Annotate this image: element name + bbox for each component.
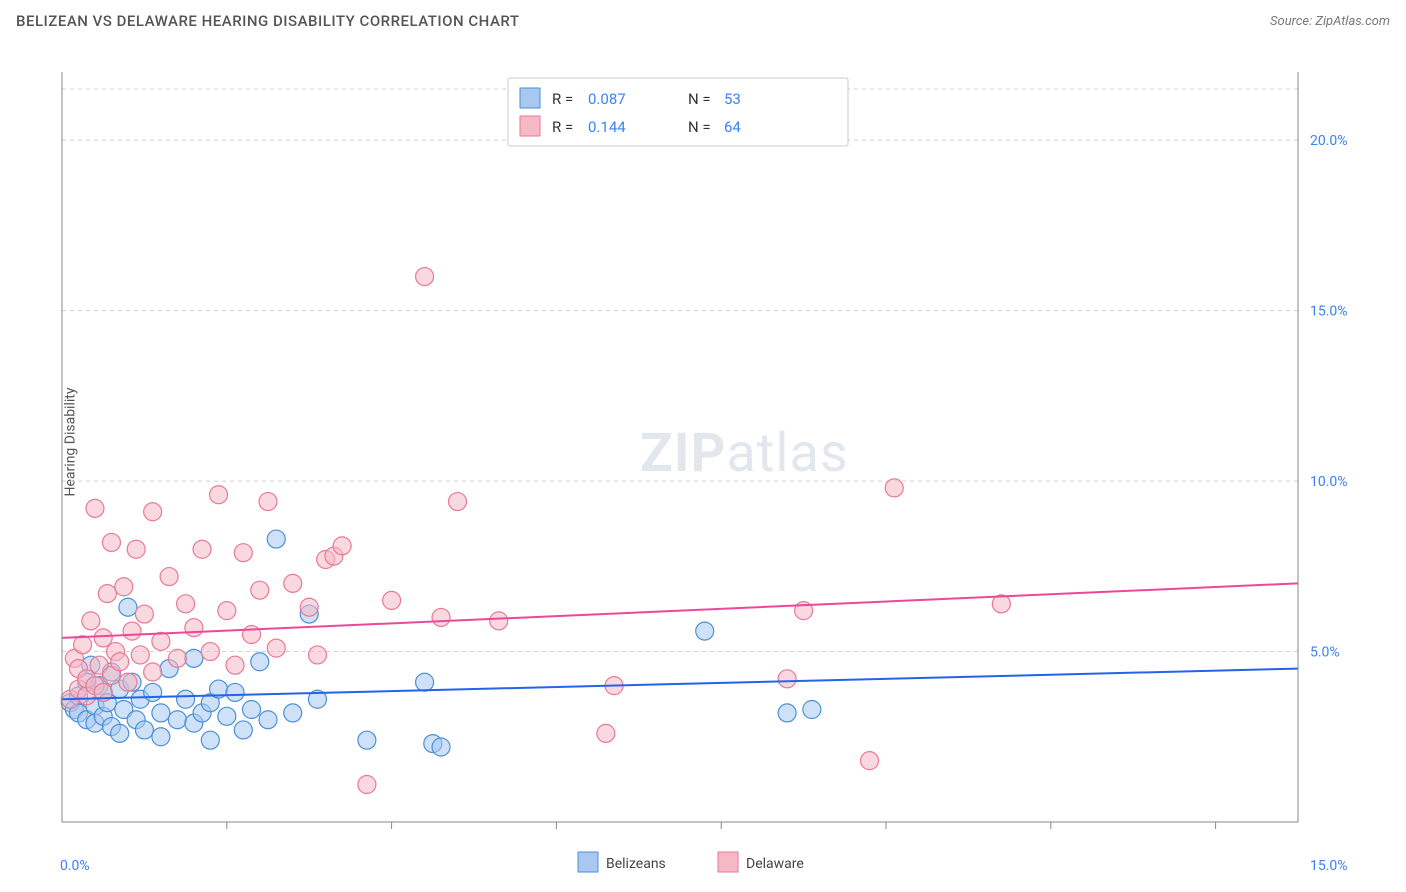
data-point: [218, 602, 236, 620]
data-point: [259, 711, 277, 729]
data-point: [284, 704, 302, 722]
data-point: [123, 622, 141, 640]
data-point: [226, 656, 244, 674]
data-point: [243, 701, 261, 719]
data-point: [74, 636, 92, 654]
legend-swatch: [578, 852, 598, 872]
data-point: [135, 605, 153, 623]
data-point: [696, 622, 714, 640]
legend-n-value: 64: [724, 118, 741, 136]
data-point: [778, 704, 796, 722]
x-tick-label: 0.0%: [60, 858, 90, 874]
data-point: [152, 728, 170, 746]
data-point: [251, 581, 269, 599]
y-tick-label: 10.0%: [1310, 474, 1348, 490]
data-point: [251, 653, 269, 671]
legend-swatch: [718, 852, 738, 872]
chart-title: BELIZEAN VS DELAWARE HEARING DISABILITY …: [16, 12, 519, 30]
legend-series-label: Delaware: [746, 856, 804, 872]
watermark: ZIPatlas: [640, 422, 849, 485]
legend-r-label: R =: [552, 90, 573, 108]
data-point: [152, 704, 170, 722]
data-point: [115, 578, 133, 596]
data-point: [168, 711, 186, 729]
data-point: [234, 544, 252, 562]
data-point: [358, 776, 376, 794]
legend-r-value: 0.087: [588, 90, 626, 108]
data-point: [490, 612, 508, 630]
y-tick-label: 20.0%: [1310, 133, 1348, 149]
data-point: [135, 721, 153, 739]
data-point: [885, 479, 903, 497]
data-point: [416, 268, 434, 286]
legend-n-value: 53: [724, 90, 741, 108]
data-point: [185, 619, 203, 637]
chart-header: BELIZEAN VS DELAWARE HEARING DISABILITY …: [0, 0, 1406, 38]
data-point: [82, 612, 100, 630]
chart-svg: 5.0% 10.0% 15.0% 20.0% ZIPatlas 0.0% 15.0% R = 0…: [58, 62, 1348, 882]
data-point: [86, 499, 104, 517]
data-point: [449, 493, 467, 511]
legend-n-label: N =: [688, 90, 711, 108]
trend-line: [62, 669, 1298, 700]
legend-swatch: [520, 116, 540, 136]
data-point: [432, 738, 450, 756]
data-point: [160, 568, 178, 586]
y-tick-label: 15.0%: [1310, 304, 1348, 320]
data-point: [177, 595, 195, 613]
data-point: [778, 670, 796, 688]
chart-source: Source: ZipAtlas.com: [1270, 14, 1390, 29]
data-point: [168, 649, 186, 667]
data-point: [284, 574, 302, 592]
data-point: [416, 673, 434, 691]
data-point: [259, 493, 277, 511]
legend-n-label: N =: [688, 118, 711, 136]
data-point: [193, 540, 211, 558]
data-point: [234, 721, 252, 739]
data-point: [119, 673, 137, 691]
data-point: [333, 537, 351, 555]
legend-series-label: Belizeans: [606, 856, 666, 872]
legend-r-value: 0.144: [588, 118, 626, 136]
plot-area: 5.0%10.0%15.0%20.0%ZIPatlas0.0%15.0%R =0…: [58, 62, 1348, 832]
data-point: [267, 530, 285, 548]
data-point: [308, 646, 326, 664]
data-point: [597, 724, 615, 742]
data-point: [111, 653, 129, 671]
data-point: [383, 591, 401, 609]
data-point: [111, 724, 129, 742]
data-point: [803, 701, 821, 719]
data-point: [201, 643, 219, 661]
y-tick-label: 5.0%: [1310, 645, 1340, 661]
data-point: [185, 649, 203, 667]
trend-line: [62, 583, 1298, 638]
data-point: [152, 632, 170, 650]
data-point: [267, 639, 285, 657]
data-point: [432, 608, 450, 626]
data-point: [131, 646, 149, 664]
data-point: [201, 731, 219, 749]
data-point: [210, 486, 228, 504]
data-point: [98, 585, 116, 603]
x-tick-label: 15.0%: [1310, 858, 1348, 874]
data-point: [358, 731, 376, 749]
data-point: [177, 690, 195, 708]
data-point: [144, 503, 162, 521]
data-point: [102, 533, 120, 551]
data-point: [119, 598, 137, 616]
data-point: [144, 683, 162, 701]
data-point: [226, 683, 244, 701]
data-point: [243, 626, 261, 644]
legend-swatch: [520, 88, 540, 108]
legend-r-label: R =: [552, 118, 573, 136]
data-point: [861, 752, 879, 770]
data-point: [300, 598, 318, 616]
data-point: [218, 707, 236, 725]
data-point: [127, 540, 145, 558]
chart-container: Hearing Disability 5.0%10.0%15.0%20.0%ZI…: [10, 42, 1396, 842]
data-point: [144, 663, 162, 681]
